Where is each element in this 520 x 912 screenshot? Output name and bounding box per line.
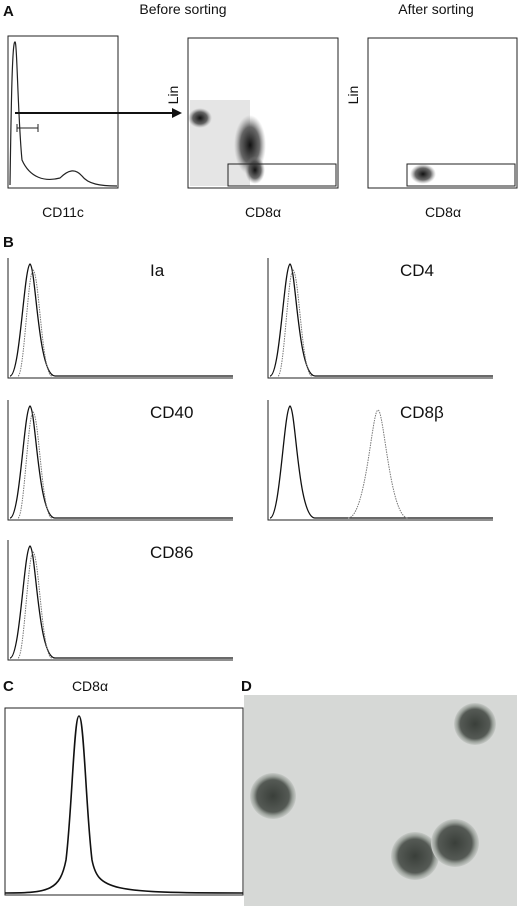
after-title: After sorting	[398, 1, 473, 17]
plot-frame	[187, 37, 339, 189]
gate	[16, 124, 39, 132]
marker-label: CD8α	[72, 678, 108, 694]
x-label: CD11c	[42, 204, 84, 220]
gate	[227, 163, 337, 187]
x-label: CD8α	[245, 204, 281, 220]
y-label: Lin	[165, 86, 181, 105]
histogram	[9, 263, 233, 377]
cell	[431, 819, 479, 867]
panel-label: B	[3, 234, 14, 251]
before-title: Before sorting	[139, 1, 226, 17]
dot-cluster	[245, 156, 265, 184]
cell	[391, 832, 439, 880]
axes	[7, 400, 233, 521]
panel-d: D	[241, 678, 517, 906]
histogram	[17, 269, 53, 377]
histogram	[277, 269, 313, 377]
plot-frame	[367, 37, 518, 189]
axes	[267, 258, 493, 379]
histogram	[4, 715, 244, 894]
panel-a: A Before sorting After sorting CD11c Lin…	[3, 1, 518, 220]
arrow-head	[172, 108, 182, 118]
y-label: Lin	[345, 86, 361, 105]
panel-label: D	[241, 678, 252, 695]
panel-c: C CD8α	[3, 678, 244, 896]
panel-label: C	[3, 678, 14, 695]
histogram	[17, 411, 53, 519]
axes	[7, 258, 233, 379]
cell	[250, 773, 296, 819]
axes	[267, 400, 493, 521]
gate	[406, 163, 516, 187]
cell	[454, 703, 496, 745]
marker-label: CD4	[400, 261, 434, 280]
panel-label: A	[3, 3, 14, 20]
marker-label: CD40	[150, 403, 193, 422]
histogram	[9, 41, 118, 187]
dot-cluster	[188, 108, 212, 128]
histogram	[9, 405, 233, 519]
panel-b: B Ia CD4 CD40 CD8β CD86	[3, 234, 493, 661]
marker-label: CD8β	[400, 403, 444, 422]
histogram	[17, 551, 53, 659]
marker-label: Ia	[150, 261, 165, 280]
histogram	[269, 405, 493, 519]
histogram	[9, 545, 233, 659]
histogram	[347, 409, 409, 519]
histogram	[269, 263, 493, 377]
marker-label: CD86	[150, 543, 193, 562]
plot-frame	[4, 707, 244, 896]
dot-cluster	[410, 164, 436, 184]
x-label: CD8α	[425, 204, 461, 220]
axes	[7, 540, 233, 661]
